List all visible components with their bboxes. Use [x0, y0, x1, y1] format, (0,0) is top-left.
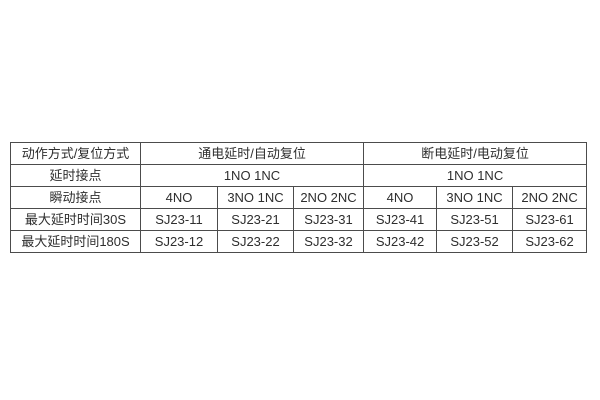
- instant-contact-cell: 2NO 2NC: [512, 186, 588, 209]
- model-cell: SJ23-21: [217, 208, 294, 231]
- instant-contact-cell: 4NO: [363, 186, 438, 209]
- relay-spec-table: 动作方式/复位方式 通电延时/自动复位 断电延时/电动复位 延时接点 1NO 1…: [10, 142, 588, 253]
- model-cell: SJ23-51: [436, 208, 514, 231]
- delay-contact-left-value: 1NO 1NC: [139, 164, 365, 187]
- model-cell: SJ23-42: [363, 230, 438, 253]
- model-cell: SJ23-41: [363, 208, 438, 231]
- model-cell: SJ23-31: [292, 208, 365, 231]
- row-label-instant-contact: 瞬动接点: [10, 186, 141, 209]
- delay-contact-right-value: 1NO 1NC: [363, 164, 588, 187]
- instant-contact-cell: 3NO 1NC: [217, 186, 294, 209]
- model-cell: SJ23-32: [292, 230, 365, 253]
- instant-contact-cell: 3NO 1NC: [436, 186, 514, 209]
- model-cell: SJ23-61: [512, 208, 588, 231]
- instant-contact-cell: 2NO 2NC: [292, 186, 365, 209]
- instant-contact-cell: 4NO: [140, 186, 218, 209]
- model-cell: SJ23-22: [217, 230, 294, 253]
- model-cell: SJ23-52: [436, 230, 514, 253]
- table-row-instant-contact: 瞬动接点 4NO 3NO 1NC 2NO 2NC 4NO 3NO 1NC 2NO…: [10, 186, 588, 209]
- model-cell: SJ23-12: [140, 230, 218, 253]
- row-label-max-delay-180s: 最大延时时间180S: [10, 230, 141, 253]
- group-header-power-on-delay: 通电延时/自动复位: [139, 142, 365, 165]
- table-row-action-mode: 动作方式/复位方式 通电延时/自动复位 断电延时/电动复位: [10, 142, 588, 165]
- row-label-action-mode: 动作方式/复位方式: [10, 142, 141, 165]
- model-cell: SJ23-11: [140, 208, 218, 231]
- row-label-max-delay-30s: 最大延时时间30S: [10, 208, 141, 231]
- model-cell: SJ23-62: [512, 230, 588, 253]
- row-label-delay-contact: 延时接点: [10, 164, 141, 187]
- table-row-max-delay-180s: 最大延时时间180S SJ23-12 SJ23-22 SJ23-32 SJ23-…: [10, 230, 588, 253]
- table-row-delay-contact: 延时接点 1NO 1NC 1NO 1NC: [10, 164, 588, 187]
- table-row-max-delay-30s: 最大延时时间30S SJ23-11 SJ23-21 SJ23-31 SJ23-4…: [10, 208, 588, 231]
- group-header-power-off-delay: 断电延时/电动复位: [363, 142, 588, 165]
